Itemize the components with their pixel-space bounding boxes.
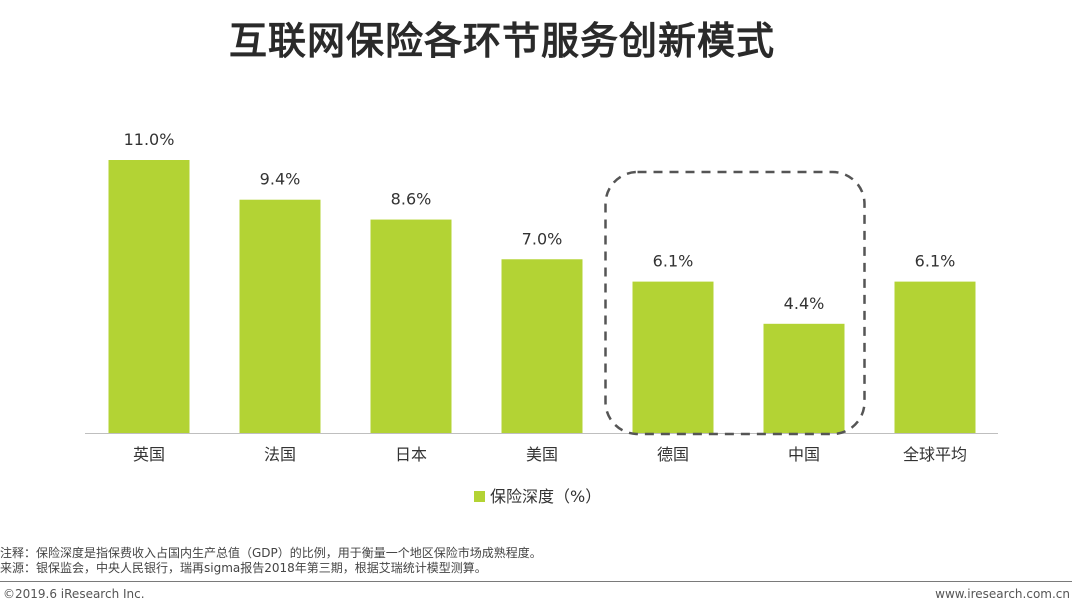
bar-5 xyxy=(763,323,845,433)
page-title: 互联网保险各环节服务创新模式 xyxy=(228,19,775,63)
data-label-4: 6.1% xyxy=(653,252,694,271)
source-text: 来源：银保监会，中央人民银行，瑞再sigma报告2018年第三期，根据艾瑞统计模… xyxy=(0,561,487,575)
legend-label: 保险深度（%） xyxy=(490,487,601,506)
bar-1 xyxy=(239,199,321,433)
bar-0 xyxy=(108,160,190,433)
data-label-0: 11.0% xyxy=(124,130,175,149)
note-text: 注释：保险深度是指保费收入占国内生产总值（GDP）的比例，用于衡量一个地区保险市… xyxy=(0,546,542,560)
x-tick-label-4: 德国 xyxy=(657,445,689,464)
data-label-5: 4.4% xyxy=(784,294,825,313)
notes: 注释：保险深度是指保费收入占国内生产总值（GDP）的比例，用于衡量一个地区保险市… xyxy=(0,546,542,576)
data-label-1: 9.4% xyxy=(260,170,301,189)
bar-6 xyxy=(894,281,976,433)
bar-chart: 11.0% 9.4% 8.6% 7.0% 6.1% 4.4% 6.1% 英国 法国 日本 美国 德国 中… xyxy=(85,130,998,506)
data-label-6: 6.1% xyxy=(915,252,956,271)
footer-website: www.iresearch.com.cn xyxy=(935,587,1070,601)
x-tick-label-5: 中国 xyxy=(788,445,820,464)
data-label-3: 7.0% xyxy=(522,229,563,248)
x-tick-label-1: 法国 xyxy=(264,445,296,464)
footer-copyright: ©2019.6 iResearch Inc. xyxy=(3,587,145,601)
highlight-box xyxy=(604,170,866,436)
x-tick-label-3: 美国 xyxy=(526,445,558,464)
data-label-2: 8.6% xyxy=(391,190,432,209)
bar-4 xyxy=(632,281,714,433)
footer-divider xyxy=(0,581,1072,582)
legend-swatch xyxy=(474,491,485,502)
x-tick-label-6: 全球平均 xyxy=(903,445,967,464)
bar-2 xyxy=(370,219,452,433)
x-tick-label-2: 日本 xyxy=(395,445,427,464)
bar-3 xyxy=(501,259,583,433)
x-tick-label-0: 英国 xyxy=(133,445,165,464)
